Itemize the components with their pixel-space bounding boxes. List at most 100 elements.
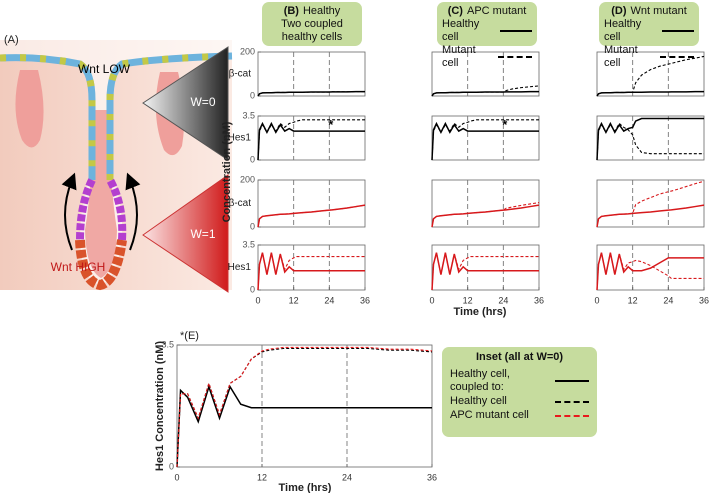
series-line bbox=[257, 252, 365, 291]
arrow bbox=[61, 172, 77, 251]
x-tick-label: 12 bbox=[628, 295, 638, 305]
series-line bbox=[431, 202, 540, 228]
cell-layer bbox=[0, 52, 233, 180]
series-line bbox=[596, 252, 704, 291]
panel-title-row: (C) APC mutant bbox=[442, 5, 532, 18]
y-axis-label: Concentration (nM) bbox=[221, 121, 233, 222]
panel-label: (D) bbox=[611, 5, 627, 17]
row-label: Hes1 bbox=[228, 133, 252, 144]
panel-label: *(E) bbox=[180, 330, 199, 342]
wnt-high-label: Wnt HIGH bbox=[51, 260, 106, 274]
series-line bbox=[431, 85, 540, 97]
x-tick-label: 24 bbox=[342, 472, 352, 482]
villus bbox=[15, 70, 44, 148]
series-line bbox=[176, 384, 432, 468]
series-line bbox=[596, 180, 705, 228]
x-tick-label: 36 bbox=[360, 295, 370, 305]
legend-swatch bbox=[498, 56, 532, 58]
series-line bbox=[596, 122, 704, 161]
legend-row: Mutant cell bbox=[442, 44, 532, 70]
y-tick-label: 3.5 bbox=[242, 239, 255, 249]
panel-title: Healthy bbox=[302, 5, 341, 17]
series-line bbox=[596, 252, 704, 291]
wnt-gradient-low bbox=[142, 46, 229, 161]
y-tick-label: 3.5 bbox=[161, 339, 174, 349]
legend-row: Healthy cell bbox=[442, 18, 532, 44]
x-tick-label: 24 bbox=[663, 295, 673, 305]
series-line bbox=[257, 91, 365, 97]
y-axis-label: Hes1 Concentration (nM) bbox=[154, 341, 166, 472]
legend-swatch bbox=[499, 30, 532, 32]
plot-frame bbox=[257, 244, 366, 291]
plot-frame bbox=[431, 115, 540, 161]
panel-title: APC mutant bbox=[466, 5, 527, 17]
panel-label: (A) bbox=[4, 34, 19, 46]
series-line bbox=[431, 252, 539, 291]
cell-layer bbox=[76, 178, 127, 241]
x-axis-label: Time (hrs) bbox=[279, 482, 332, 493]
legend-label: Healthy cell bbox=[442, 18, 480, 43]
x-tick-label: 0 bbox=[594, 295, 599, 305]
x-tick-label: 0 bbox=[429, 295, 434, 305]
series-line bbox=[431, 252, 539, 291]
plot-frame bbox=[431, 244, 540, 291]
legend-swatch bbox=[660, 56, 694, 58]
y-tick-label: 200 bbox=[240, 174, 255, 184]
plot-frame bbox=[257, 115, 366, 161]
wnt-low-label: Wnt LOW bbox=[78, 62, 131, 76]
annotation: * bbox=[502, 117, 508, 132]
x-tick-label: 36 bbox=[534, 295, 544, 305]
x-tick-label: 12 bbox=[257, 472, 267, 482]
wnt-gradient-high bbox=[142, 174, 229, 293]
crypt-diagram: (A) Wnt LOW W=0 W=1 Wnt HIGH bbox=[0, 34, 233, 293]
panel-title-row: (B) Healthy bbox=[267, 5, 357, 18]
legend-label: Mutant cell bbox=[604, 44, 638, 69]
legend-swatch bbox=[555, 400, 589, 403]
w1-label: W=1 bbox=[190, 227, 215, 241]
legend-row: Healthy cell bbox=[604, 18, 694, 44]
legend-row: APC mutant cell bbox=[450, 409, 589, 422]
y-tick-label: 0 bbox=[250, 284, 255, 294]
plot-frame bbox=[176, 344, 433, 468]
arrow bbox=[125, 172, 141, 251]
x-axis-label: Time (hrs) bbox=[454, 306, 507, 318]
series-line bbox=[257, 252, 365, 291]
plot-frame bbox=[596, 115, 705, 161]
x-tick-label: 12 bbox=[463, 295, 473, 305]
row-label: Hes1 bbox=[228, 262, 252, 273]
legend-swatch bbox=[555, 380, 589, 382]
row-label: β-cat bbox=[229, 69, 252, 80]
inset-legend: Inset (all at W=0) Healthy cell, coupled … bbox=[442, 347, 597, 437]
legend-label: Healthy cell bbox=[450, 395, 507, 407]
x-tick-label: 24 bbox=[498, 295, 508, 305]
legend-label: Healthy cell bbox=[604, 18, 642, 43]
legend-row: Healthy cell bbox=[450, 395, 589, 408]
plot-frame bbox=[431, 51, 540, 97]
x-tick-label: 36 bbox=[427, 472, 437, 482]
y-tick-label: 0 bbox=[169, 461, 174, 471]
panel-title: Wnt mutant bbox=[630, 5, 687, 17]
panel-label: (B) bbox=[283, 5, 299, 17]
stem-cells bbox=[75, 239, 127, 291]
y-tick-label: 3.5 bbox=[242, 110, 255, 120]
panel-header: (C) APC mutant Healthy cell Mutant cell bbox=[437, 2, 537, 69]
x-tick-label: 36 bbox=[699, 295, 709, 305]
plot-frame bbox=[257, 179, 366, 228]
panel-label: (C) bbox=[447, 5, 463, 17]
plot-frame bbox=[431, 179, 540, 228]
annotation: * bbox=[328, 117, 334, 132]
row-label: β-cat bbox=[229, 198, 252, 209]
x-tick-label: 0 bbox=[174, 472, 179, 482]
plot-frame bbox=[596, 179, 705, 228]
series-line bbox=[257, 119, 365, 161]
legend-label: APC mutant cell bbox=[450, 409, 529, 421]
x-tick-label: 12 bbox=[289, 295, 299, 305]
series-line bbox=[257, 204, 366, 228]
legend-label: Healthy cell, coupled to: bbox=[450, 368, 510, 393]
w0-label: W=0 bbox=[190, 95, 215, 109]
legend-title: Inset (all at W=0) bbox=[475, 351, 564, 363]
panel-header: (D) Wnt mutant Healthy cell Mutant cell bbox=[599, 2, 699, 69]
legend-swatch bbox=[661, 30, 694, 32]
